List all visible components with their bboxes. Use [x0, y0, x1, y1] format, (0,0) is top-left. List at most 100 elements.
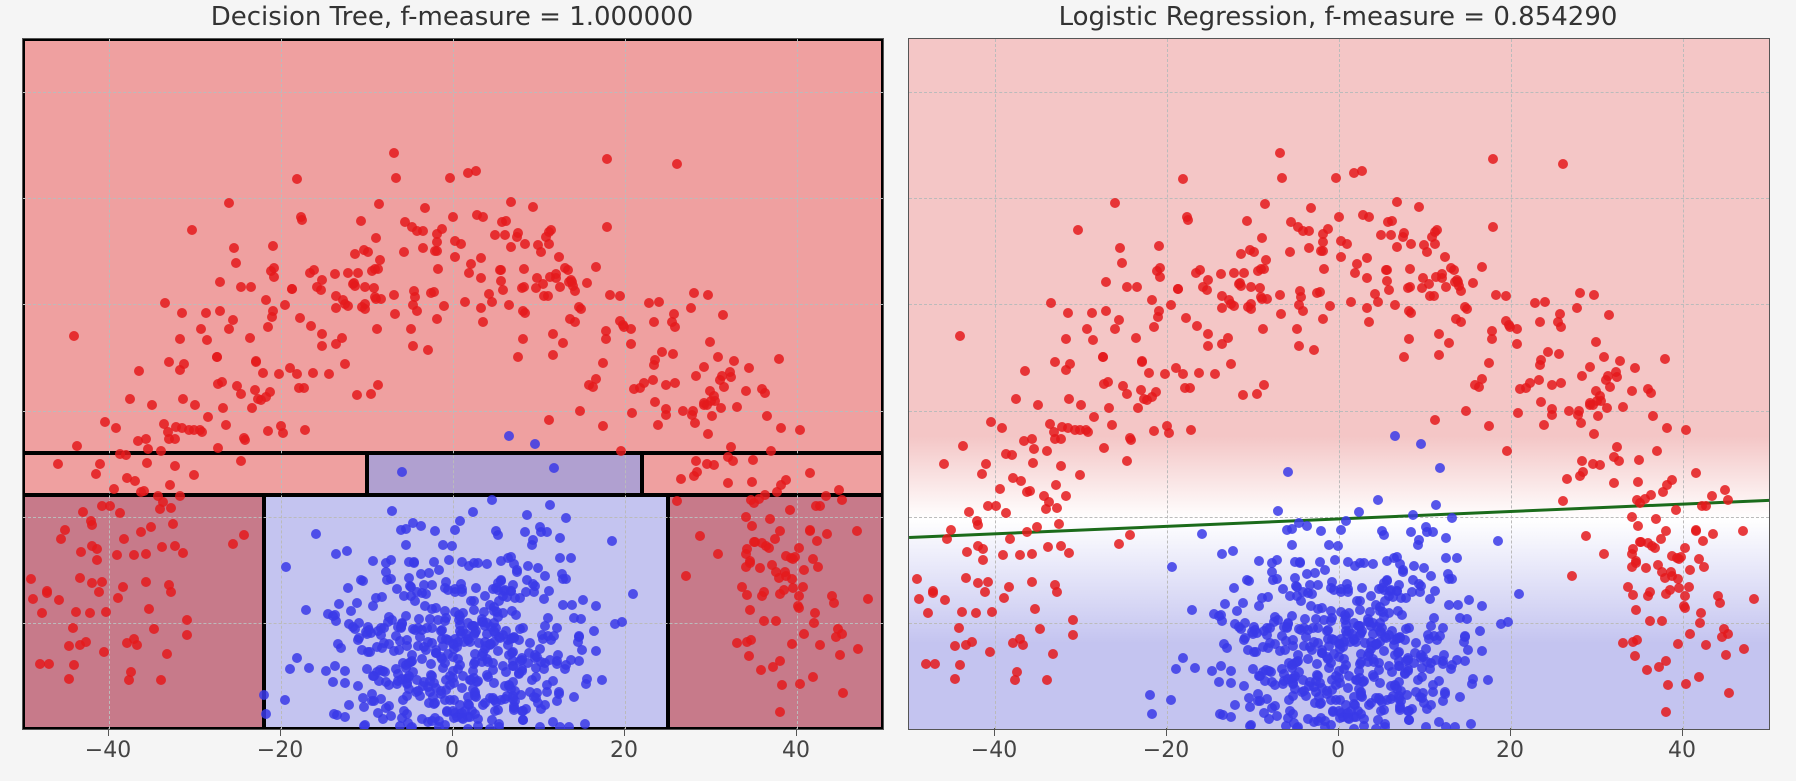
- data-point-class-b: [259, 690, 269, 700]
- data-point-class-a: [950, 674, 960, 684]
- data-point-class-b: [468, 507, 478, 517]
- data-point-class-b: [582, 674, 592, 684]
- data-point-class-a: [544, 239, 554, 249]
- data-point-class-a: [1064, 394, 1074, 404]
- data-point-class-a: [1599, 549, 1609, 559]
- data-point-class-a: [1149, 426, 1159, 436]
- data-point-class-a: [1004, 582, 1014, 592]
- data-point-class-a: [1054, 519, 1064, 529]
- data-point-class-b: [1312, 659, 1322, 669]
- data-point-class-a: [1315, 287, 1325, 297]
- data-point-class-a: [1651, 514, 1661, 524]
- data-point-class-a: [1434, 329, 1444, 339]
- data-point-class-b: [1226, 712, 1236, 722]
- data-point-class-b: [1216, 610, 1226, 620]
- data-point-class-a: [258, 368, 268, 378]
- data-point-class-a: [1285, 247, 1295, 257]
- data-point-class-a: [518, 334, 528, 344]
- data-point-class-a: [657, 347, 667, 357]
- data-point-class-a: [177, 308, 187, 318]
- data-point-class-a: [350, 249, 360, 259]
- data-point-class-a: [306, 321, 316, 331]
- data-point-class-b: [406, 723, 416, 730]
- data-point-class-a: [1576, 418, 1586, 428]
- data-point-class-a: [1056, 461, 1066, 471]
- data-point-class-b: [507, 606, 517, 616]
- data-point-class-a: [1615, 356, 1625, 366]
- data-point-class-b: [415, 691, 425, 701]
- data-point-class-a: [654, 297, 664, 307]
- xtick-mark: [280, 728, 281, 736]
- data-point-class-a: [1749, 594, 1759, 604]
- data-point-class-a: [991, 501, 1001, 511]
- data-point-class-a: [1667, 551, 1677, 561]
- data-point-class-b: [504, 650, 514, 660]
- data-point-class-b: [1382, 556, 1392, 566]
- data-point-class-a: [1259, 264, 1269, 274]
- data-point-class-b: [522, 510, 532, 520]
- data-point-class-a: [1696, 608, 1706, 618]
- data-point-class-a: [1252, 389, 1262, 399]
- data-point-class-b: [1317, 603, 1327, 613]
- data-point-class-a: [822, 529, 832, 539]
- data-point-class-a: [1631, 605, 1641, 615]
- data-point-class-a: [1350, 268, 1360, 278]
- data-point-class-a: [1634, 455, 1644, 465]
- data-point-class-b: [1259, 626, 1269, 636]
- data-point-class-a: [1572, 303, 1582, 313]
- data-point-class-a: [187, 225, 197, 235]
- data-point-class-b: [1406, 527, 1416, 537]
- data-point-class-b: [261, 709, 271, 719]
- data-point-class-a: [1405, 282, 1415, 292]
- data-point-class-b: [540, 571, 550, 581]
- data-point-class-a: [787, 639, 797, 649]
- grid-horizontal: [909, 304, 1769, 305]
- data-point-class-a: [775, 707, 785, 717]
- data-point-class-a: [1352, 259, 1362, 269]
- data-point-class-a: [1424, 279, 1434, 289]
- data-point-class-a: [263, 322, 273, 332]
- data-point-class-a: [1020, 366, 1030, 376]
- data-point-class-a: [718, 310, 728, 320]
- data-point-class-b: [377, 592, 387, 602]
- data-point-class-a: [598, 421, 608, 431]
- data-point-class-a: [732, 638, 742, 648]
- data-point-class-a: [278, 428, 288, 438]
- data-point-class-a: [1042, 446, 1052, 456]
- data-point-class-b: [1339, 664, 1349, 674]
- data-point-class-a: [1536, 355, 1546, 365]
- data-point-class-b: [1226, 678, 1236, 688]
- data-point-class-a: [588, 382, 598, 392]
- data-point-class-a: [420, 203, 430, 213]
- xtick-label: 20: [610, 738, 638, 763]
- data-point-class-a: [713, 549, 723, 559]
- data-point-class-a: [432, 229, 442, 239]
- data-point-class-b: [414, 614, 424, 624]
- data-point-class-a: [496, 276, 506, 286]
- data-point-class-a: [371, 233, 381, 243]
- data-point-class-a: [1501, 316, 1511, 326]
- data-point-class-a: [1434, 350, 1444, 360]
- data-point-class-a: [1295, 286, 1305, 296]
- data-point-class-a: [1075, 470, 1085, 480]
- data-point-class-a: [1336, 252, 1346, 262]
- data-point-class-b: [494, 722, 504, 730]
- data-point-class-a: [37, 608, 47, 618]
- data-point-class-b: [553, 650, 563, 660]
- data-point-class-b: [577, 645, 587, 655]
- data-point-class-a: [977, 469, 987, 479]
- data-point-class-a: [1144, 368, 1154, 378]
- data-point-class-a: [940, 595, 950, 605]
- data-point-class-a: [1115, 243, 1125, 253]
- data-point-class-a: [1101, 306, 1111, 316]
- data-point-class-b: [430, 526, 440, 536]
- data-point-class-b: [285, 664, 295, 674]
- data-point-class-a: [745, 605, 755, 615]
- data-point-class-a: [1042, 675, 1052, 685]
- data-point-class-a: [1294, 341, 1304, 351]
- data-point-class-a: [670, 322, 680, 332]
- data-point-class-b: [1167, 562, 1177, 572]
- data-point-class-b: [1244, 576, 1254, 586]
- data-point-class-a: [1631, 558, 1641, 568]
- data-point-class-b: [1326, 720, 1336, 730]
